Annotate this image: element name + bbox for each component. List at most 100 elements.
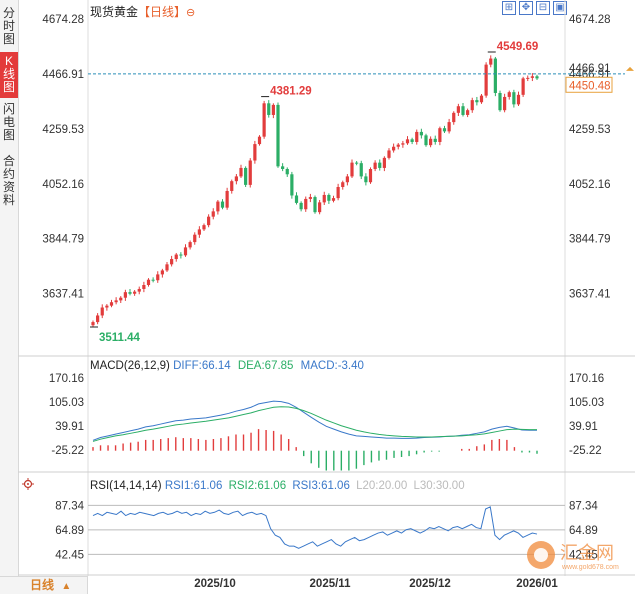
- candle-body: [410, 139, 414, 142]
- candle-body: [461, 106, 465, 115]
- candle-body: [308, 197, 312, 199]
- candle-body: [290, 174, 294, 196]
- rsi1-value: RSI1:61.06: [164, 480, 223, 492]
- tab-kline[interactable]: K线图: [0, 52, 18, 98]
- candle-body: [146, 279, 151, 286]
- candle-body: [244, 167, 248, 185]
- candle-body: [151, 279, 155, 281]
- indicator-icon[interactable]: ⊟: [536, 1, 550, 15]
- macd-dea-line: [92, 406, 537, 442]
- move-icon[interactable]: ✥: [519, 1, 533, 15]
- candle-body: [128, 292, 132, 294]
- y-tick-label: 4674.28: [569, 14, 611, 26]
- price-marker-icon: [626, 66, 634, 71]
- candle-body: [304, 198, 308, 210]
- candle-body: [512, 92, 516, 105]
- macd-dea-value: DEA:67.85: [237, 360, 294, 372]
- settings-icon[interactable]: [22, 478, 34, 490]
- candle-body: [452, 112, 456, 123]
- macd-axis: 170.16 170.16 105.03 105.03 39.91 39.91 -25.22…: [49, 373, 604, 457]
- y-tick-label: 3637.41: [569, 289, 611, 301]
- sidebar: 分时图 K线图 闪电图 合约资料: [0, 0, 19, 576]
- collapse-icon[interactable]: ⊖: [186, 7, 196, 19]
- candle-body: [156, 274, 160, 281]
- candle-body: [415, 131, 419, 142]
- rsi-plot: [92, 506, 538, 549]
- candle-body: [378, 162, 382, 168]
- candle-body: [401, 143, 405, 145]
- x-tick-label: 2025/12: [409, 578, 451, 590]
- period-label: 【日线】: [138, 5, 187, 19]
- candle-body: [429, 138, 433, 146]
- candle-body: [123, 292, 127, 298]
- y-tick-label: 4052.16: [42, 179, 84, 191]
- candle-body: [535, 76, 539, 79]
- candle-body: [294, 195, 299, 203]
- candle-body: [285, 168, 289, 175]
- candle-body: [498, 92, 502, 111]
- period-select-button[interactable]: 日线 ▲: [0, 576, 88, 594]
- candle-body: [165, 264, 169, 271]
- tab-flash-chart[interactable]: 闪电图: [2, 102, 15, 142]
- macd-tick-label: 39.91: [569, 421, 598, 433]
- candle-body: [493, 58, 497, 93]
- candle-body: [368, 168, 373, 183]
- candle-body: [521, 78, 525, 95]
- rsi-l20-value: L20:20.00: [356, 480, 408, 492]
- candle-body: [345, 176, 349, 183]
- candle-body: [207, 216, 211, 226]
- y-tick-label: 4466.91: [42, 69, 84, 81]
- candle-body: [239, 167, 243, 177]
- candle-body: [479, 95, 484, 103]
- rsi-legend: RSI(14,14,14) RSI1:61.06 RSI2:61.06 RSI3…: [90, 480, 465, 492]
- rsi-title: RSI(14,14,14): [90, 480, 162, 492]
- candle-body: [373, 162, 377, 169]
- candle-body: [424, 135, 428, 146]
- candle-body: [114, 300, 118, 303]
- rsi-axis: 87.34 87.34 64.89 64.89 42.45 42.45: [55, 500, 598, 561]
- macd-legend: MACD(26,12,9) DIFF:66.14 DEA:67.85 MACD:…: [90, 360, 364, 372]
- candle-body: [516, 94, 521, 105]
- candle-body: [507, 92, 511, 97]
- expand-icon[interactable]: ⊞: [502, 1, 516, 15]
- candle-body: [100, 307, 104, 316]
- candle-body: [447, 122, 451, 132]
- candle-body: [466, 110, 470, 115]
- candle-body: [276, 104, 280, 167]
- tab-contract-info[interactable]: 合约资料: [2, 154, 15, 207]
- y-tick-label: 4259.53: [42, 124, 84, 136]
- rsi-tick-label: 42.45: [55, 549, 84, 561]
- rsi3-value: RSI3:61.06: [292, 480, 350, 492]
- candle-body: [105, 305, 109, 308]
- candle-body: [253, 144, 257, 161]
- macd-diff-value: DIFF:66.14: [173, 360, 231, 372]
- candle-body: [193, 234, 197, 243]
- candle-body: [170, 259, 174, 265]
- image-icon[interactable]: ▣: [553, 1, 567, 15]
- candle-body: [475, 100, 479, 103]
- candle-body: [359, 163, 363, 177]
- rsi-tick-label: 87.34: [569, 500, 598, 512]
- candle-body: [230, 181, 234, 191]
- tab-timeshare[interactable]: 分时图: [2, 6, 15, 46]
- y-tick-label: 4259.53: [569, 124, 611, 136]
- candle-body: [355, 162, 359, 164]
- candle-body: [387, 150, 391, 158]
- macd-tick-label: -25.22: [51, 445, 84, 457]
- macd-tick-label: 105.03: [569, 397, 604, 409]
- candle-body: [405, 139, 410, 144]
- macd-tick-label: 170.16: [49, 373, 84, 385]
- candle-body: [442, 128, 447, 132]
- last-price-box: [565, 76, 613, 93]
- candle-body: [419, 131, 423, 136]
- candle-body: [299, 202, 303, 210]
- price-axis-right: 4674.28 4466.91 4259.53 4052.16 3844.79 3637.…: [569, 14, 611, 301]
- candle-body: [216, 201, 220, 212]
- macd-tick-label: 170.16: [569, 373, 604, 385]
- candle-body: [281, 166, 285, 169]
- annotation-label: 3511.44: [99, 332, 141, 344]
- macd-tick-label: -25.22: [569, 445, 602, 457]
- candle-body: [382, 157, 386, 168]
- rsi2-value: RSI2:61.06: [228, 480, 287, 492]
